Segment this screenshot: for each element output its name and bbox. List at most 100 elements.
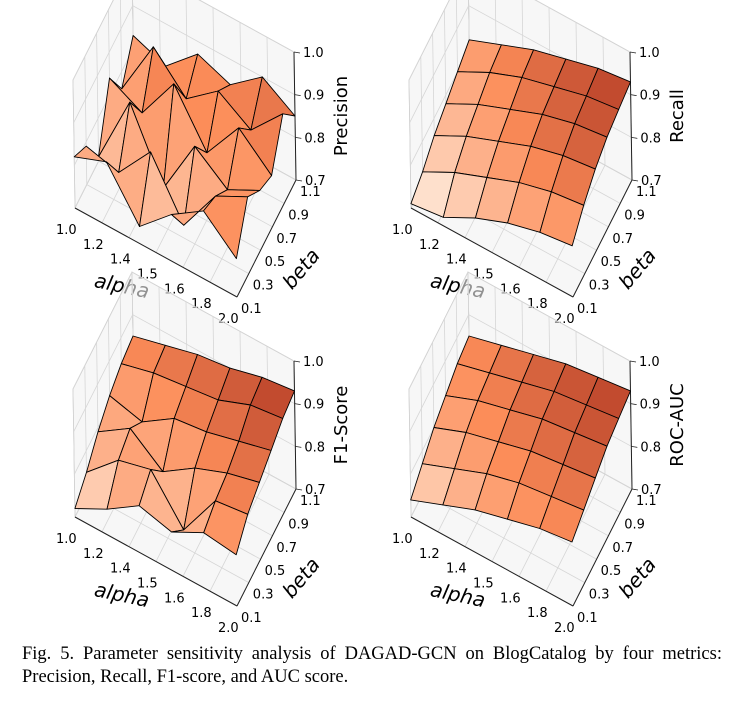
z-tick [295,445,302,448]
z-tick [629,360,637,363]
beta-tick-label: 0.7 [276,541,297,556]
beta-tick-label: 0.7 [612,541,633,556]
chart-panel-f1-score: 0.70.80.91.01.01.21.41.51.61.82.00.10.30… [56,271,352,636]
z-tick-label: 0.9 [640,398,661,413]
beta-tick-label: 0.5 [265,255,286,270]
alpha-tick-label: 1.4 [446,253,467,268]
z-tick-label: 0.9 [304,398,325,413]
z-tick-label: 0.8 [304,131,325,146]
alpha-tick-label: 1.0 [56,532,77,547]
surface-patch [539,496,585,543]
alpha-tick-label: 2.0 [554,621,575,636]
z-tick [295,488,303,491]
beta-tick-label: 0.9 [288,208,309,223]
z-tick-label: 0.7 [641,483,662,498]
alpha-tick-label: 1.8 [191,606,212,621]
alpha-tick-label: 1.0 [56,223,77,238]
beta-tick-label: 0.5 [265,564,286,579]
alpha-axis-line [410,516,574,607]
z-tick-label: 1.0 [303,46,324,61]
alpha-tick-label: 1.4 [446,562,467,577]
z-axis-line [629,51,633,181]
beta-tick-label: 0.3 [253,279,274,294]
beta-tick-label: 1.1 [636,185,657,200]
beta-tick-label: 0.5 [601,564,622,579]
z-tick [631,445,638,448]
alpha-tick-label: 1.8 [527,606,548,621]
gridline-z [408,271,631,390]
z-axis-line [629,360,633,490]
beta-axis-title: beta [613,244,660,294]
chart-panel-precision: 0.70.80.91.01.01.21.41.51.61.82.00.10.30… [56,0,352,327]
surface-patch [203,500,249,556]
beta-axis-line [572,179,633,298]
beta-tick-label: 0.9 [624,517,645,532]
beta-tick-label: 1.1 [636,494,657,509]
z-tick [630,94,637,97]
beta-tick-label: 0.3 [589,588,610,603]
gridline-z [408,0,631,81]
z-tick-label: 0.8 [640,131,661,146]
gridline-z [72,0,295,81]
z-tick [631,179,639,182]
beta-tick-label: 0.7 [612,232,633,247]
alpha-axis-line [74,207,238,298]
surface-patch [539,191,585,247]
beta-tick-label: 0.3 [589,279,610,294]
beta-axis-line [572,488,633,607]
beta-tick-label: 0.1 [241,611,262,626]
z-tick [293,360,301,363]
z-tick [629,51,637,54]
z-tick [295,179,303,182]
gridline-z [73,5,295,123]
alpha-tick-label: 1.5 [473,577,494,592]
z-axis-title: F1-Score [331,386,352,465]
z-tick [294,403,301,406]
chart-panel-recall: 0.70.80.91.01.01.21.41.51.61.82.00.10.30… [392,0,688,327]
z-tick [294,94,301,97]
z-tick-label: 1.0 [639,46,660,61]
alpha-axis-line [410,207,574,298]
z-tick-label: 0.7 [641,174,662,189]
beta-tick-label: 0.1 [577,302,598,317]
z-axis-line [293,360,297,490]
alpha-tick-label: 1.6 [164,591,185,606]
beta-tick-label: 0.1 [577,611,598,626]
z-tick [631,136,638,139]
beta-tick-label: 0.1 [241,302,262,317]
alpha-tick-label: 1.2 [419,547,440,562]
z-tick-label: 0.8 [304,440,325,455]
z-tick [293,51,301,54]
alpha-tick-label: 1.4 [110,253,131,268]
alpha-tick-label: 1.6 [500,591,521,606]
beta-tick-label: 0.9 [624,208,645,223]
beta-axis-title: beta [277,553,324,603]
beta-axis-title: beta [613,553,660,603]
beta-axis-line [236,179,297,298]
beta-tick-label: 0.7 [276,232,297,247]
z-tick-label: 0.7 [305,483,326,498]
z-tick [295,136,302,139]
beta-tick-label: 1.1 [300,185,321,200]
alpha-tick-label: 1.2 [419,238,440,253]
z-tick-label: 1.0 [303,355,324,370]
alpha-tick-label: 1.0 [392,223,413,238]
alpha-tick-label: 1.0 [392,532,413,547]
z-tick-label: 1.0 [639,355,660,370]
chart-panel-roc-auc: 0.70.80.91.01.01.21.41.51.61.82.00.10.30… [392,271,688,636]
surface-patch [203,195,249,260]
beta-tick-label: 0.9 [288,517,309,532]
beta-tick-label: 0.3 [253,588,274,603]
beta-axis-line [236,488,297,607]
alpha-tick-label: 1.2 [83,547,104,562]
z-axis-title: ROC-AUC [667,383,688,466]
z-axis-title: Precision [331,76,352,156]
alpha-tick-label: 1.4 [110,562,131,577]
beta-tick-label: 1.1 [300,494,321,509]
z-tick [631,488,639,491]
gridline-z [72,271,295,390]
beta-tick-label: 0.5 [601,255,622,270]
figure-caption: Fig. 5. Parameter sensitivity analysis o… [22,644,722,687]
alpha-tick-label: 2.0 [218,621,239,636]
alpha-tick-label: 1.5 [137,577,158,592]
